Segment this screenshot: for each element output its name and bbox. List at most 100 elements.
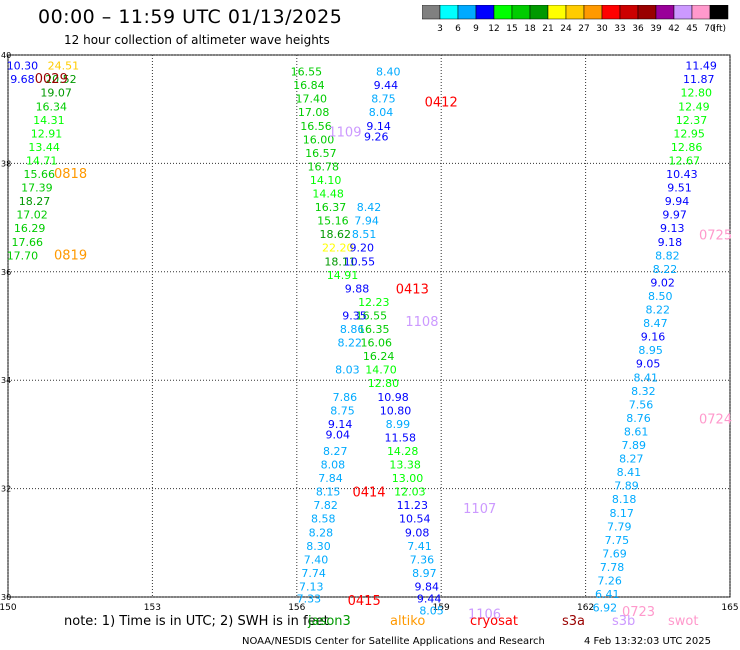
colorbar-tick-label: 45 (686, 24, 697, 34)
wave-height-value: 7.89 (614, 480, 639, 493)
wave-height-value: 8.47 (643, 317, 668, 330)
satellite-legend-jason3: jason3 (308, 614, 351, 629)
wave-height-value: 13.38 (389, 459, 421, 472)
credit-line: NOAA/NESDIS Center for Satellite Applica… (242, 636, 545, 647)
wave-height-value: 6.41 (595, 588, 620, 601)
colorbar-unit: (ft) (712, 24, 726, 34)
y-tick-label: 36 (1, 268, 11, 277)
wave-height-value: 9.18 (658, 236, 683, 249)
wave-height-value: 7.56 (629, 398, 654, 411)
wave-height-value: 7.79 (607, 520, 632, 533)
wave-height-value: 7.40 (304, 553, 329, 566)
wave-height-value: 9.02 (650, 276, 675, 289)
wave-height-value: 8.22 (646, 304, 671, 317)
wave-height-value: 14.31 (33, 114, 65, 127)
wave-height-value: 12.37 (676, 114, 708, 127)
wave-height-value: 9.16 (641, 331, 666, 344)
wave-height-value: 16.06 (360, 337, 392, 350)
wave-height-value: 16.55 (291, 66, 323, 79)
wave-height-value: 14.10 (310, 174, 342, 187)
footnote: note: 1) Time is in UTC; 2) SWH is in fe… (64, 614, 329, 629)
wave-height-value: 8.41 (617, 466, 642, 479)
pass-id-label: 1108 (405, 315, 438, 330)
x-tick-label: 150 (0, 603, 17, 613)
wave-height-value: 7.78 (600, 561, 625, 574)
wave-height-value: 24.51 (48, 60, 80, 73)
wave-height-value: 8.40 (376, 66, 401, 79)
pass-id-label: 0029 (35, 72, 68, 87)
wave-height-value: 9.14 (328, 418, 353, 431)
wave-height-value: 9.51 (667, 182, 692, 195)
wave-height-value: 9.84 (415, 580, 440, 593)
satellite-legend-s3a: s3a (562, 614, 586, 629)
wave-height-value: 8.22 (337, 337, 362, 350)
wave-height-value: 10.30 (7, 60, 39, 73)
wave-height-value: 8.51 (352, 228, 377, 241)
wave-height-value: 7.82 (313, 499, 338, 512)
wave-height-value: 8.99 (386, 418, 411, 431)
wave-height-value: 8.76 (626, 412, 651, 425)
wave-height-value: 12.23 (358, 296, 390, 309)
colorbar-tick-label: 39 (650, 24, 662, 34)
wave-height-value: 7.26 (597, 575, 622, 588)
x-tick-label: 165 (721, 603, 738, 613)
wave-height-value: 16.37 (315, 201, 347, 214)
wave-height-value: 16.24 (363, 350, 395, 363)
wave-height-value: 16.00 (303, 133, 335, 146)
x-tick-label: 162 (577, 603, 594, 613)
wave-height-value: 17.70 (7, 249, 39, 262)
pass-id-label: 0415 (348, 594, 381, 609)
wave-height-value: 20.52 (45, 73, 77, 86)
wave-height-value: 18.27 (19, 195, 51, 208)
wave-height-value: 12.80 (681, 87, 713, 100)
satellite-legend-cryosat: cryosat (470, 614, 518, 629)
pass-id-label: 0725 (699, 228, 732, 243)
wave-height-value: 16.35 (358, 323, 390, 336)
wave-height-value: 8.04 (369, 106, 394, 119)
wave-height-value: 16.84 (293, 79, 325, 92)
y-tick-label: 30 (1, 593, 11, 602)
pass-id-label: 0412 (425, 95, 458, 110)
wave-height-value: 7.84 (318, 472, 343, 485)
wave-height-value: 17.08 (298, 106, 330, 119)
wave-height-value: 18.62 (320, 228, 352, 241)
wave-height-value: 16.34 (36, 100, 68, 113)
wave-height-value: 7.94 (354, 215, 379, 228)
wave-height-value: 9.44 (374, 79, 399, 92)
wave-height-value: 15.16 (317, 215, 349, 228)
wave-height-value: 12.67 (669, 154, 701, 167)
y-tick-label: 32 (1, 485, 11, 494)
pass-id-label: 1109 (328, 125, 361, 140)
wave-height-value: 7.13 (299, 580, 324, 593)
wave-height-value: 9.05 (636, 358, 661, 371)
wave-height-value: 10.55 (344, 255, 376, 268)
wave-height-value: 17.39 (21, 182, 53, 195)
wave-height-value: 8.97 (412, 567, 437, 580)
wave-height-value: 8.42 (357, 201, 382, 214)
chart-subtitle: 12 hour collection of altimeter wave hei… (64, 33, 330, 47)
wave-height-value: 8.41 (634, 371, 659, 384)
wave-height-value: 16.29 (14, 222, 46, 235)
wave-height-value: 7.41 (407, 540, 432, 553)
wave-height-value: 12.03 (394, 486, 426, 499)
colorbar-tick-label: 3 (437, 24, 443, 34)
wave-height-value: 8.03 (335, 364, 360, 377)
wave-height-value: 12.49 (678, 100, 710, 113)
wave-height-value: 8.15 (316, 486, 341, 499)
colorbar-tick-label: 33 (614, 24, 625, 34)
wave-height-value: 11.23 (397, 499, 429, 512)
wave-height-value: 14.48 (312, 188, 344, 201)
wave-height-value: 9.94 (665, 195, 690, 208)
wave-height-value: 17.40 (295, 93, 327, 106)
colorbar-tick-label: 6 (455, 24, 461, 34)
wave-height-value: 8.95 (638, 344, 663, 357)
colorbar-tick-label: 27 (578, 24, 589, 34)
pass-id-label: 1106 (468, 608, 501, 623)
wave-height-value: 10.80 (380, 404, 412, 417)
wave-height-value: 8.17 (609, 507, 634, 520)
colorbar-tick-label: 30 (596, 24, 608, 34)
wave-height-value: 8.75 (330, 404, 355, 417)
wave-height-value: 10.98 (377, 391, 409, 404)
wave-height-value: 14.28 (387, 445, 419, 458)
